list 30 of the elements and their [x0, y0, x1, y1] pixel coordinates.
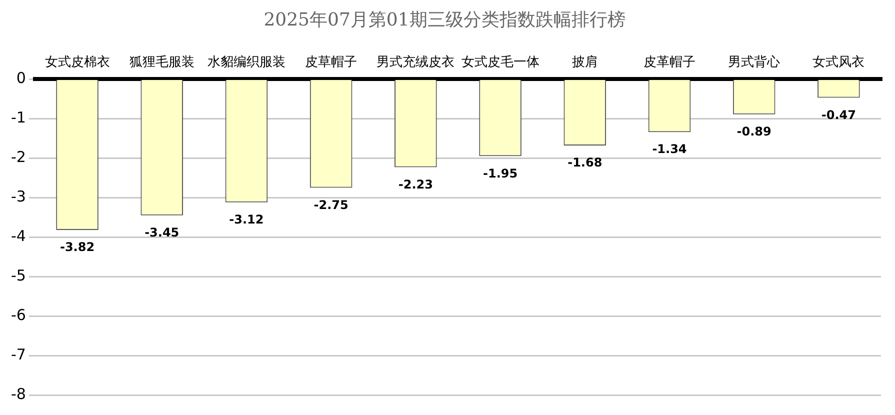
y-tick-label: -2 [10, 148, 26, 166]
data-label: -1.95 [482, 166, 518, 180]
x-tick-label: 女式皮棉衣 [44, 54, 110, 70]
y-tick-label: -7 [10, 345, 26, 364]
data-label: -3.82 [60, 240, 95, 254]
x-tick-label: 水貂编织服装 [207, 54, 286, 70]
chart-title: 2025年07月第01期三级分类指数跌幅排行榜 [264, 9, 626, 30]
data-label: -2.23 [398, 177, 433, 192]
y-tick-label: -8 [10, 384, 26, 403]
x-tick-label: 狐狸毛服装 [129, 54, 194, 70]
y-tick-label: -3 [10, 188, 26, 206]
x-tick-label: 男式背心 [728, 54, 780, 70]
data-label: -0.89 [736, 124, 772, 138]
y-tick-label: -4 [10, 226, 26, 245]
data-label: -3.45 [144, 226, 180, 240]
data-label: -1.34 [652, 142, 687, 156]
x-tick-label: 女式皮毛一体 [461, 54, 540, 70]
y-tick-label: -5 [10, 266, 26, 284]
x-tick-label: 男式充绒皮衣 [376, 54, 455, 70]
data-label: -1.68 [568, 156, 602, 170]
y-tick-label: -6 [10, 306, 26, 324]
data-label: -2.75 [314, 198, 348, 212]
y-tick-label: -1 [10, 108, 26, 127]
x-tick-label: 皮草帽子 [305, 54, 358, 70]
data-label: -3.12 [229, 212, 264, 226]
y-tick-label: 0 [16, 69, 26, 88]
x-tick-label: 皮革帽子 [643, 54, 696, 70]
data-label: -0.47 [821, 108, 856, 122]
x-tick-label: 女式风衣 [812, 54, 865, 70]
x-tick-label: 披肩 [572, 54, 598, 70]
